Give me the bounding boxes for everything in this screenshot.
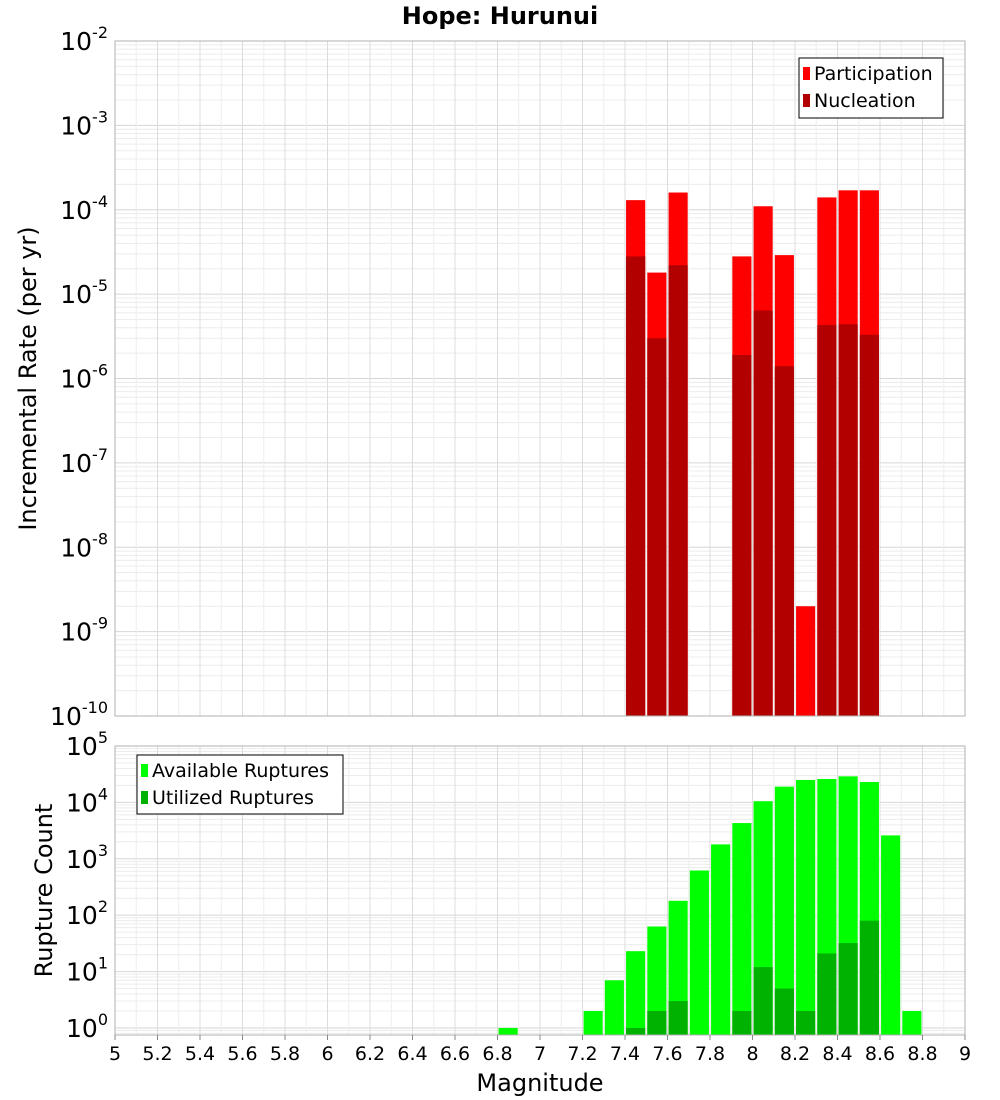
legend-label: Participation xyxy=(814,63,933,85)
legend-swatch xyxy=(803,67,810,80)
x-axis-title: Magnitude xyxy=(476,1069,603,1097)
bar xyxy=(774,366,794,716)
y-tick-label: 101 xyxy=(66,954,108,987)
y-tick-label: 10-10 xyxy=(50,698,108,731)
y-tick-label: 104 xyxy=(66,784,108,817)
x-tick-label: 5.2 xyxy=(142,1043,172,1065)
x-tick-label: 5 xyxy=(109,1043,121,1065)
y-tick-label: 10-2 xyxy=(60,23,108,56)
x-tick-label: 5.8 xyxy=(270,1043,300,1065)
bar xyxy=(796,779,816,1035)
x-tick-label: 6.4 xyxy=(397,1043,427,1065)
x-tick-label: 7.4 xyxy=(610,1043,640,1065)
y-tick-label: 10-7 xyxy=(60,445,108,478)
bar xyxy=(796,606,816,716)
y-tick-label: 10-8 xyxy=(60,529,108,562)
bar xyxy=(796,1010,816,1035)
bar xyxy=(626,256,646,716)
y-tick-label: 10-9 xyxy=(60,614,108,647)
bar xyxy=(604,980,624,1035)
y-tick-label: 10-6 xyxy=(60,361,108,394)
x-tick-label: 6.8 xyxy=(482,1043,512,1065)
bar xyxy=(732,823,752,1035)
x-tick-label: 8.6 xyxy=(865,1043,895,1065)
bar xyxy=(774,786,794,1035)
x-tick-label: 7.6 xyxy=(652,1043,682,1065)
legend-swatch xyxy=(141,791,148,804)
bar xyxy=(498,1027,518,1035)
y-tick-labels: 100 101 102 103 104 105 xyxy=(66,728,108,1043)
bar xyxy=(881,835,901,1035)
y-tick-label: 100 xyxy=(66,1010,108,1043)
y-tick-label: 103 xyxy=(66,841,108,874)
bar xyxy=(902,1010,922,1035)
rupture-count-panel: 100 101 102 103 104 105 Rupture Count Available… xyxy=(30,728,966,1043)
bar xyxy=(626,1027,646,1035)
plot-frame xyxy=(114,40,966,717)
series-nucleation xyxy=(626,256,879,716)
bar xyxy=(732,1010,752,1035)
x-tick-label: 5.6 xyxy=(227,1043,257,1065)
bar xyxy=(859,920,879,1035)
y-tick-label: 10-4 xyxy=(60,192,108,225)
x-tick-label: 5.4 xyxy=(185,1043,215,1065)
x-tick-label: 8.2 xyxy=(780,1043,810,1065)
legend-box xyxy=(136,754,344,815)
bar xyxy=(732,354,752,716)
x-tick-label: 8.8 xyxy=(907,1043,937,1065)
bar xyxy=(838,943,858,1035)
y-axis-title: Rupture Count xyxy=(30,804,58,978)
x-tick-label: 6 xyxy=(321,1043,333,1065)
bar xyxy=(711,844,731,1035)
chart-title: Hope: Hurunui xyxy=(402,2,598,30)
y-axis-title: Incremental Rate (per yr) xyxy=(14,226,42,530)
bar xyxy=(647,1010,667,1035)
legend-swatch xyxy=(141,764,148,777)
legend: Participation Nucleation xyxy=(798,57,944,119)
x-tick-label: 9 xyxy=(959,1043,971,1065)
bar xyxy=(689,870,709,1035)
y-tick-label: 102 xyxy=(66,897,108,930)
bar xyxy=(817,953,837,1035)
bar xyxy=(859,334,879,716)
y-tick-label: 10-5 xyxy=(60,276,108,309)
bar xyxy=(668,1001,688,1035)
legend-label: Nucleation xyxy=(814,90,916,112)
legend-swatch xyxy=(803,94,810,107)
bar xyxy=(647,338,667,716)
x-tick-label: 8.4 xyxy=(822,1043,852,1065)
series-utilized-ruptures xyxy=(626,920,879,1035)
legend: Available Ruptures Utilized Ruptures xyxy=(136,754,344,815)
x-tick-label: 8 xyxy=(746,1043,758,1065)
x-tick-label: 7.8 xyxy=(695,1043,725,1065)
x-axis: 5 5.2 5.4 5.6 5.8 6 6.2 6.4 6.6 6.8 7 7.2 7.4 7.6 7.8 8… xyxy=(109,1035,971,1065)
bar xyxy=(647,926,667,1035)
legend-box xyxy=(798,57,944,119)
bar xyxy=(817,325,837,716)
bar xyxy=(838,324,858,716)
y-tick-label: 105 xyxy=(66,728,108,761)
x-tick-label: 6.6 xyxy=(440,1043,470,1065)
bar xyxy=(583,1010,603,1035)
bar xyxy=(753,967,773,1035)
x-tick-label: 7 xyxy=(534,1043,546,1065)
bar xyxy=(626,951,646,1035)
bar xyxy=(774,988,794,1035)
x-tick-label: 7.2 xyxy=(567,1043,597,1065)
x-tick-label: 6.2 xyxy=(355,1043,385,1065)
legend-label: Utilized Ruptures xyxy=(152,787,314,809)
bar xyxy=(753,310,773,716)
bar xyxy=(668,265,688,716)
grid-lines xyxy=(114,40,966,717)
rate-panel: 10-10 10-9 10-8 10-7 10-6 10-5 10-4 10-3 10-2 Inc… xyxy=(14,23,966,731)
y-tick-label: 10-3 xyxy=(60,107,108,140)
y-tick-labels: 10-10 10-9 10-8 10-7 10-6 10-5 10-4 10-3 10-2 xyxy=(50,23,108,731)
legend-label: Available Ruptures xyxy=(152,760,329,782)
